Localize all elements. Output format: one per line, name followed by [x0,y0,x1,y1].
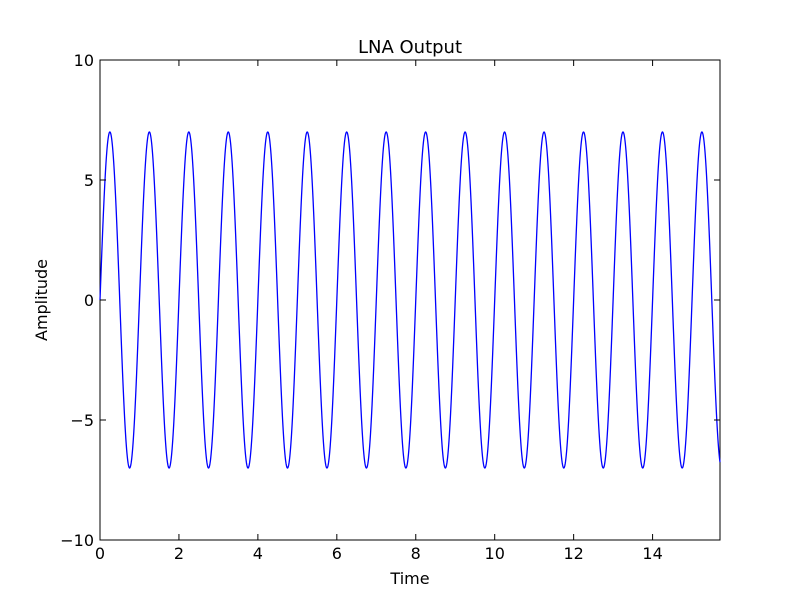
plot-area [99,59,721,541]
y-axis-label: Amplitude [32,259,51,341]
x-axis-ticks: 0 2 4 6 8 10 12 14 [95,60,663,563]
y-axis-ticks: −10 −5 0 5 10 [60,51,720,550]
x-tick-label: 4 [253,544,263,563]
y-tick-label: 0 [84,291,94,310]
x-tick-label: 10 [485,544,505,563]
x-tick-label: 8 [411,544,421,563]
y-tick-label: 5 [84,171,94,190]
x-tick-label: 0 [95,544,105,563]
x-axis-label: Time [389,569,429,588]
y-tick-label: 10 [74,51,94,70]
x-tick-label: 14 [642,544,662,563]
x-tick-label: 6 [332,544,342,563]
y-tick-label: −10 [60,531,94,550]
y-tick-label: −5 [70,411,94,430]
plot-frame [99,59,721,541]
x-tick-label: 2 [174,544,184,563]
x-tick-label: 12 [563,544,583,563]
series-line-lna-output [99,131,721,469]
chart-title: LNA Output [358,37,462,58]
